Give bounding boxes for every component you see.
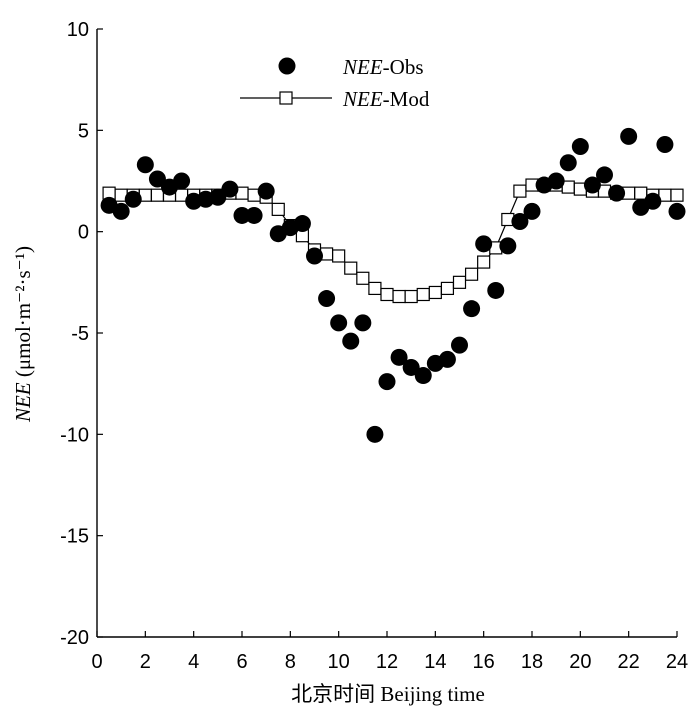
- legend-obs-marker: [278, 57, 296, 75]
- x-tick-label: 18: [521, 651, 543, 673]
- obs-point: [330, 314, 348, 332]
- y-tick-label: 0: [78, 222, 89, 244]
- mod-point: [404, 289, 418, 304]
- obs-point: [124, 190, 142, 208]
- obs-point: [620, 127, 638, 145]
- obs-point: [487, 281, 505, 299]
- obs-point: [596, 166, 613, 184]
- obs-point: [342, 332, 360, 350]
- obs-point: [366, 425, 384, 443]
- obs-point: [245, 206, 263, 224]
- obs-point: [547, 172, 565, 190]
- x-axis-ticks: 0 2 4 6 8 10 12 14 16 18 20 22 24: [91, 631, 688, 673]
- obs-point: [511, 213, 529, 231]
- y-tick-label: -15: [60, 526, 89, 548]
- legend-mod-label: NEE-Mod: [342, 87, 430, 111]
- obs-point: [257, 182, 275, 200]
- obs-point: [354, 314, 372, 332]
- mod-point: [392, 289, 406, 304]
- x-tick-label: 24: [666, 651, 688, 673]
- y-axis-title: NEE (μmol·m⁻²·s⁻¹): [11, 246, 35, 423]
- obs-point: [668, 202, 686, 220]
- mod-point: [368, 281, 382, 296]
- obs-point: [378, 373, 396, 391]
- mod-point: [380, 287, 394, 302]
- x-tick-label: 4: [188, 651, 199, 673]
- obs-point: [608, 184, 626, 202]
- axes: [96, 29, 677, 638]
- mod-point: [428, 285, 442, 300]
- obs-point: [656, 136, 674, 154]
- obs-point: [136, 156, 154, 174]
- obs-point: [402, 358, 420, 376]
- obs-point: [644, 192, 662, 210]
- y-axis-ticks: 10 5 0 -5 -10 -15 -20: [60, 19, 103, 649]
- series-nee-obs: [100, 127, 686, 443]
- x-tick-label: 8: [285, 651, 296, 673]
- legend-mod-marker: [279, 91, 293, 105]
- obs-point: [583, 176, 601, 194]
- legend: NEE-Obs NEE-Mod: [240, 55, 430, 111]
- mod-point: [452, 275, 467, 289]
- obs-point: [306, 247, 323, 265]
- obs-point: [438, 350, 456, 368]
- x-tick-label: 6: [236, 651, 247, 673]
- x-tick-label: 12: [376, 651, 398, 673]
- y-tick-label: 5: [78, 120, 89, 142]
- obs-point: [173, 172, 191, 190]
- x-tick-label: 16: [473, 651, 495, 673]
- obs-point: [414, 367, 432, 385]
- obs-point: [559, 154, 577, 172]
- obs-point: [451, 336, 468, 354]
- y-tick-label: -20: [60, 627, 89, 649]
- y-tick-label: 10: [67, 19, 89, 41]
- mod-point: [464, 267, 479, 281]
- x-tick-label: 14: [424, 651, 446, 673]
- y-tick-label: -5: [71, 323, 89, 345]
- obs-point: [209, 188, 227, 206]
- x-tick-label: 10: [328, 651, 350, 673]
- mod-point: [271, 202, 285, 216]
- mod-point: [344, 261, 358, 275]
- mod-point: [477, 255, 491, 269]
- mod-point: [150, 188, 165, 202]
- obs-point: [390, 348, 408, 366]
- obs-point: [233, 206, 251, 224]
- x-tick-label: 2: [140, 651, 151, 673]
- x-axis-title: 北京时间 Beijing time: [291, 682, 485, 706]
- mod-point: [356, 271, 370, 285]
- mod-point: [670, 188, 684, 202]
- mod-point: [513, 184, 527, 198]
- obs-point: [148, 170, 166, 188]
- legend-obs-label: NEE-Obs: [342, 55, 424, 79]
- mod-point: [634, 186, 648, 200]
- obs-point: [523, 202, 541, 220]
- obs-point: [221, 180, 239, 198]
- x-tick-label: 20: [569, 651, 591, 673]
- y-tick-label: -10: [60, 424, 89, 446]
- mod-point: [332, 249, 346, 263]
- mod-point: [440, 281, 455, 296]
- x-tick-label: 0: [91, 651, 102, 673]
- obs-point: [499, 237, 517, 255]
- obs-point: [463, 300, 481, 318]
- obs-point: [571, 138, 589, 156]
- obs-point: [293, 215, 311, 233]
- obs-point: [475, 235, 493, 253]
- obs-point: [112, 202, 130, 220]
- mod-point: [416, 287, 430, 302]
- x-tick-label: 22: [618, 651, 640, 673]
- obs-point: [318, 290, 336, 308]
